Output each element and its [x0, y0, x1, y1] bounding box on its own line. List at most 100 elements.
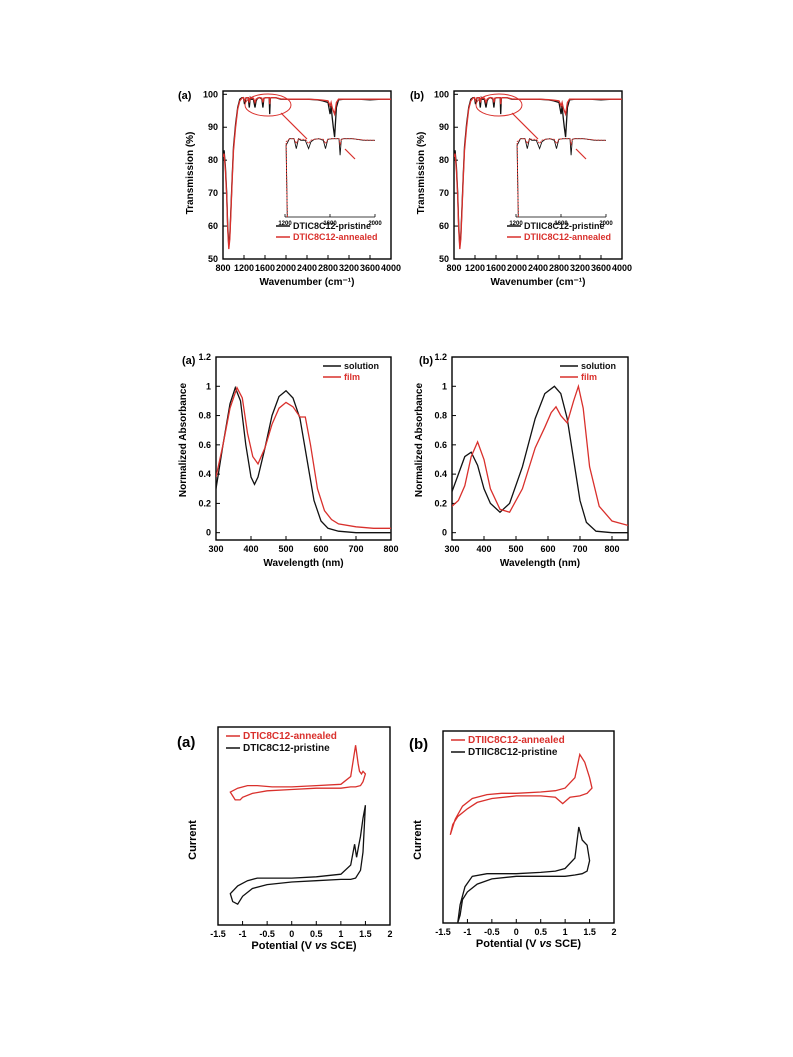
inset-arrow	[344, 148, 356, 160]
y-tick-label: 0.4	[434, 469, 447, 479]
plot-frame	[217, 726, 391, 926]
y-tick-label: 0.6	[198, 440, 211, 450]
y-tick-label: 80	[439, 155, 449, 165]
x-tick-label: 1.5	[359, 929, 372, 939]
series-line-1	[449, 752, 593, 835]
x-axis-title: Wavenumber (cm⁻¹)	[491, 277, 586, 288]
chart-cv-b: -1.5 -1 -0.5 0 0.5 1 1.5 2 Potential (V vs SCE) C…	[409, 730, 617, 950]
zoom-circle	[244, 93, 292, 117]
series-line-2	[216, 386, 391, 529]
inset-tick-label: 1200	[278, 221, 292, 227]
series-line-1	[229, 745, 367, 801]
inset-tick-label: 1600	[323, 221, 337, 227]
y-tick-label: 0.2	[434, 498, 447, 508]
x-tick-label: 800	[215, 263, 230, 273]
x-tick-label: 0	[514, 927, 519, 937]
y-tick-label: 1.2	[434, 352, 447, 362]
x-tick-label: 0	[289, 929, 294, 939]
series-line-2	[454, 96, 622, 250]
y-tick-label: 0.4	[198, 469, 211, 479]
zoom-circle	[475, 93, 523, 117]
x-tick-label: 800	[383, 544, 398, 554]
y-tick-label: 50	[439, 254, 449, 264]
plot-frame	[451, 356, 629, 541]
x-tick-label: 1200	[465, 263, 485, 273]
y-tick-label: 0.6	[434, 440, 447, 450]
y-tick-label: 60	[208, 221, 218, 231]
legend-label-2: DTIC8C12-annealed	[293, 232, 378, 242]
legend-label-1: DTIIC8C12-annealed	[468, 735, 565, 746]
x-tick-label: 300	[208, 544, 223, 554]
x-tick-label: 3200	[570, 263, 590, 273]
zoom-arrow	[511, 112, 539, 140]
y-tick-label: 70	[439, 188, 449, 198]
x-tick-label: 0.5	[534, 927, 547, 937]
series-line-2	[452, 383, 628, 527]
panel-label: (a)	[182, 355, 196, 367]
x-tick-label: -1.5	[435, 927, 451, 937]
plot-frame	[442, 730, 615, 924]
x-tick-label: -0.5	[259, 929, 275, 939]
x-tick-label: 800	[446, 263, 461, 273]
x-tick-label: 500	[278, 544, 293, 554]
x-axis-title: Potential (V vs SCE)	[476, 938, 581, 950]
y-tick-label: 100	[434, 89, 449, 99]
x-tick-label: 2800	[318, 263, 338, 273]
series-line-1	[452, 385, 628, 534]
y-tick-label: 80	[208, 155, 218, 165]
x-tick-label: 4000	[381, 263, 401, 273]
x-tick-label: -1	[239, 929, 247, 939]
x-tick-label: 4000	[612, 263, 632, 273]
x-axis-title: Wavelength (nm)	[263, 558, 343, 569]
y-tick-label: 0	[206, 528, 211, 538]
y-tick-label: 1	[442, 381, 447, 391]
y-axis-title: Transmission (%)	[416, 132, 427, 215]
x-axis-title: Potential (V vs SCE)	[251, 940, 356, 952]
chart-ir-a: 800 1200 1600 2000 2400 2800 3200 3600 4000 50 60 7…	[178, 89, 401, 288]
y-axis-title: Current	[187, 820, 199, 860]
legend-label-1: DTIC8C12-pristine	[293, 221, 371, 231]
x-tick-label: -1.5	[210, 929, 226, 939]
panel-label: (b)	[409, 736, 428, 753]
x-tick-label: 2000	[507, 263, 527, 273]
legend-label-1: solution	[344, 361, 379, 371]
x-tick-label: 2	[611, 927, 616, 937]
x-tick-label: 3600	[360, 263, 380, 273]
series-line-2	[229, 805, 367, 906]
y-tick-label: 100	[203, 89, 218, 99]
chart-uv-b: 300 400 500 600 700 800 0 0.2 0.4 0.6 0.8 1 1.2 Wavel…	[414, 352, 629, 569]
inset-tick-label: 1200	[509, 221, 523, 227]
x-tick-label: 500	[508, 544, 523, 554]
y-tick-label: 90	[439, 122, 449, 132]
x-tick-label: 3600	[591, 263, 611, 273]
inset-tick-label: 2000	[599, 221, 613, 227]
x-tick-label: 2400	[297, 263, 317, 273]
x-tick-label: 3200	[339, 263, 359, 273]
y-tick-label: 1	[206, 381, 211, 391]
legend-label-1: solution	[581, 361, 616, 371]
legend-label-1: DTIIC8C12-pristine	[524, 221, 605, 231]
plot-frame	[215, 356, 392, 541]
y-axis-title: Transmission (%)	[185, 132, 196, 215]
x-tick-label: 0.5	[310, 929, 323, 939]
y-tick-label: 90	[208, 122, 218, 132]
y-tick-label: 70	[208, 188, 218, 198]
legend-label-2: DTIIC8C12-pristine	[468, 747, 558, 758]
x-tick-label: 600	[540, 544, 555, 554]
x-tick-label: 1	[563, 927, 568, 937]
legend-label-2: DTIC8C12-pristine	[243, 743, 330, 754]
x-tick-label: 800	[604, 544, 619, 554]
y-tick-label: 1.2	[198, 352, 211, 362]
y-tick-label: 50	[208, 254, 218, 264]
x-tick-label: -1	[463, 927, 471, 937]
series-line-1	[216, 385, 391, 534]
panel-label: (b)	[419, 355, 433, 367]
inset-tick-label: 2000	[368, 221, 382, 227]
y-tick-label: 60	[439, 221, 449, 231]
x-tick-label: -0.5	[484, 927, 500, 937]
